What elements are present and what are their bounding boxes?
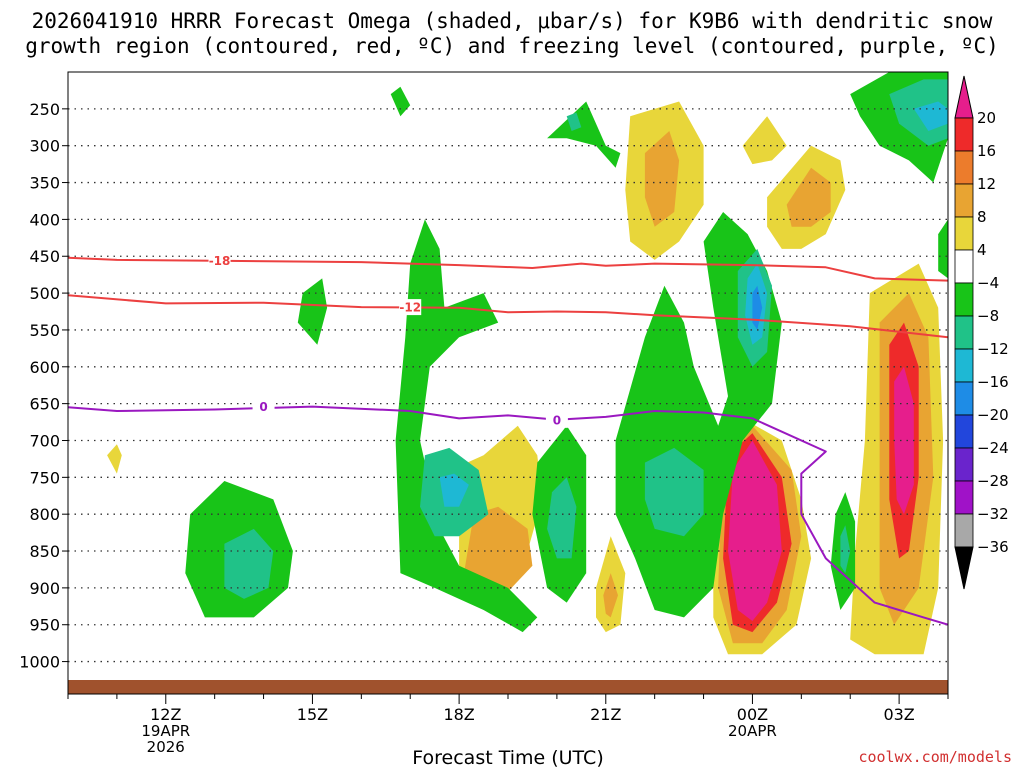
colorbar-label-10: −24	[977, 439, 1009, 457]
colorbar-segment-3	[954, 183, 974, 218]
y-tick-label-600: 600	[29, 358, 60, 377]
freezing-label-1: 0	[553, 413, 561, 427]
dendritic-label-1: -12	[399, 301, 421, 315]
omega-region-19	[224, 528, 274, 599]
omega-region-15	[894, 366, 914, 515]
y-tick-label-900: 900	[29, 579, 60, 598]
chart-title-line-2: growth region (contoured, red, ºC) and f…	[25, 34, 999, 58]
colorbar-label-12: −32	[977, 505, 1009, 523]
x-tick-label-1: 15Z	[297, 705, 328, 724]
colorbar-label-3: 8	[977, 208, 987, 226]
y-tick-label-400: 400	[29, 210, 60, 229]
omega-colorbar: 20 16 12 8 4 −4 −8 −12 −16 −20 −24 −28 −32 −36	[954, 75, 1009, 590]
omega-region-11	[728, 440, 782, 621]
colorbar-label-7: −12	[977, 340, 1009, 358]
omega-region-7	[786, 167, 831, 227]
y-tick-label-250: 250	[29, 100, 60, 119]
omega-region-32	[840, 525, 851, 574]
colorbar-label-13: −36	[977, 538, 1009, 556]
contour-labels: -18 -12 0 0	[208, 252, 568, 428]
dendritic-label-1-bg	[399, 299, 422, 316]
omega-region-39	[938, 219, 948, 279]
x-axis-title: Forecast Time (UTC)	[412, 747, 603, 768]
colorbar-bottom-triangle	[954, 546, 974, 590]
y-tick-label-1000: 1000	[19, 653, 60, 672]
freezing-label-0: 0	[259, 400, 267, 414]
colorbar-label-8: −16	[977, 373, 1009, 391]
y-tick-label-850: 850	[29, 542, 60, 561]
colorbar-label-1: 16	[977, 142, 996, 160]
omega-region-17	[603, 573, 618, 618]
y-tick-label-450: 450	[29, 247, 60, 266]
y-tick-label-650: 650	[29, 395, 60, 414]
x-tick-label-4: 00Z	[737, 705, 768, 724]
colorbar-segment-11	[954, 447, 974, 482]
omega-region-33	[547, 101, 621, 168]
omega-region-20	[297, 278, 328, 345]
freezing-label-0-bg	[252, 398, 275, 415]
contour-dendritic-minus-12	[68, 294, 948, 339]
ground-surface	[68, 680, 948, 694]
colorbar-segment-13	[954, 513, 974, 548]
y-tick-label-950: 950	[29, 616, 60, 635]
omega-region-5	[742, 116, 787, 165]
x-tick-label-0: 12Z	[150, 705, 181, 724]
omega-region-25	[547, 477, 577, 559]
y-tick-label-550: 550	[29, 321, 60, 340]
y-tick-label-700: 700	[29, 431, 60, 450]
y-tick-label-350: 350	[29, 174, 60, 193]
colorbar-label-0: 20	[977, 109, 996, 127]
colorbar-segment-2	[954, 150, 974, 185]
x-tick-sublabel-0-1: 2026	[147, 738, 185, 756]
y-tick-label-500: 500	[29, 284, 60, 303]
colorbar-label-5: −4	[977, 274, 999, 292]
omega-region-21	[395, 219, 538, 633]
y-tick-label-750: 750	[29, 468, 60, 487]
colorbar-segment-1	[954, 117, 974, 152]
dendritic-label-0: -18	[209, 254, 231, 268]
omega-region-0	[107, 444, 122, 474]
colorbar-segment-6	[954, 282, 974, 317]
colorbar-segment-8	[954, 348, 974, 383]
colorbar-segment-10	[954, 414, 974, 449]
colorbar-label-2: 12	[977, 175, 996, 193]
colorbar-label-6: −8	[977, 307, 999, 325]
colorbar-segment-7	[954, 315, 974, 350]
dendritic-label-0-bg	[208, 252, 231, 269]
colorbar-segment-4	[954, 216, 974, 251]
credit-text: coolwx.com/models	[858, 748, 1012, 766]
y-axis-pressure-levels: 250 300 350 400 450 500 550 600 650 700 750 800 850 9…	[19, 100, 68, 672]
x-tick-sublabel-0-0: 19APR	[141, 722, 190, 740]
omega-region-35	[566, 112, 582, 131]
colorbar-top-triangle	[954, 75, 974, 119]
omega-region-34	[390, 86, 411, 117]
omega-region-4	[644, 131, 680, 227]
colorbar-label-9: −20	[977, 406, 1009, 424]
x-tick-sublabel-4-0: 20APR	[728, 722, 777, 740]
colorbar-label-11: −28	[977, 472, 1009, 490]
x-tick-label-2: 18Z	[443, 705, 474, 724]
freezing-label-1-bg	[545, 411, 568, 428]
colorbar-segment-9	[954, 381, 974, 416]
y-tick-label-300: 300	[29, 137, 60, 156]
colorbar-label-4: 4	[977, 241, 987, 259]
contour-freezing-level-0	[68, 405, 948, 626]
omega-region-23	[439, 473, 469, 507]
colorbar-segment-5	[954, 249, 974, 284]
x-tick-label-5: 03Z	[883, 705, 914, 724]
omega-shading-layer	[107, 72, 948, 655]
x-tick-label-3: 21Z	[590, 705, 621, 724]
colorbar-segment-12	[954, 480, 974, 515]
chart-title-line-1: 2026041910 HRRR Forecast Omega (shaded, …	[32, 9, 993, 33]
y-tick-label-800: 800	[29, 505, 60, 524]
